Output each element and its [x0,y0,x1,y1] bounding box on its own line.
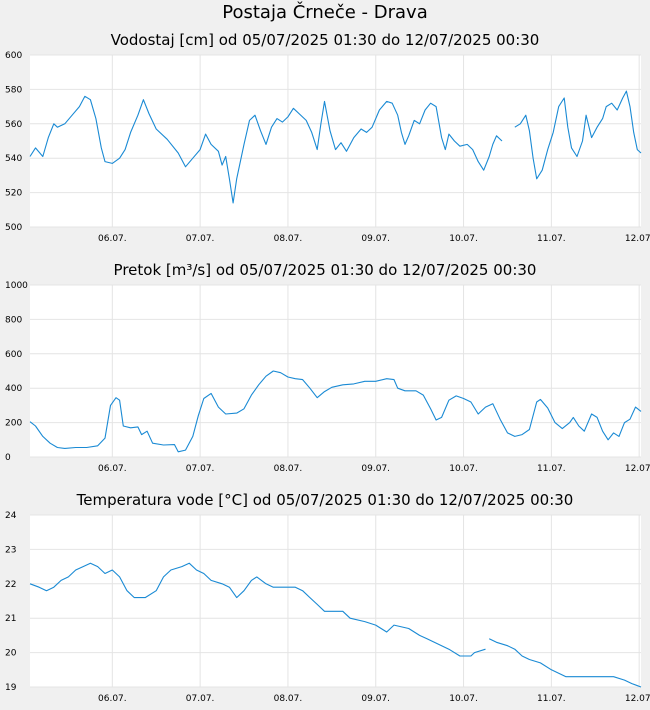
x-tick-label: 08.07. [274,694,303,704]
y-tick-label: 580 [5,85,22,95]
y-tick-label: 20 [5,649,17,659]
y-tick-label: 200 [5,419,22,429]
y-tick-label: 800 [5,315,22,325]
y-tick-label: 1000 [5,281,28,291]
y-tick-label: 560 [5,120,22,130]
y-tick-label: 500 [5,223,22,233]
chart-3-series-line [488,638,642,688]
chart-1-title: Vodostaj [cm] od 05/07/2025 01:30 do 12/… [111,31,540,49]
y-tick-label: 600 [5,350,22,360]
x-tick-label: 10.07. [449,694,478,704]
x-tick-label: 11.07. [537,234,566,244]
chart-1-plot-area [30,55,641,227]
x-tick-label: 06.07. [98,464,127,474]
y-tick-label: 400 [5,384,22,394]
x-tick-label: 07.07. [186,464,215,474]
x-tick-label: 06.07. [98,694,127,704]
x-tick-label: 09.07. [361,464,390,474]
chart-3-plot-area [30,515,641,687]
x-tick-label: 07.07. [186,234,215,244]
y-tick-label: 23 [5,545,16,555]
x-tick-label: 07.07. [186,694,215,704]
x-tick-label: 12.07. [625,694,650,704]
chart-3-title: Temperatura vode [°C] od 05/07/2025 01:3… [76,491,574,509]
y-tick-label: 21 [5,614,16,624]
x-tick-label: 10.07. [449,234,478,244]
x-tick-label: 08.07. [274,234,303,244]
y-tick-label: 19 [5,683,17,693]
x-tick-label: 09.07. [361,234,390,244]
x-tick-label: 11.07. [537,694,566,704]
y-tick-label: 0 [5,453,11,463]
x-tick-label: 10.07. [449,464,478,474]
y-tick-label: 24 [5,511,17,521]
chart-2-series-line [29,370,642,453]
y-tick-label: 520 [5,189,22,199]
y-tick-label: 540 [5,154,22,164]
page-title: Postaja Črneče - Drava [222,2,428,23]
chart-3-series-line [29,562,486,657]
x-tick-label: 12.07. [625,464,650,474]
y-tick-label: 22 [5,580,16,590]
chart-1-series-line [29,95,503,204]
x-tick-label: 06.07. [98,234,127,244]
chart-2-title: Pretok [m³/s] od 05/07/2025 01:30 do 12/… [114,261,537,279]
x-tick-label: 09.07. [361,694,390,704]
x-tick-label: 08.07. [274,464,303,474]
x-tick-label: 12.07. [625,234,650,244]
chart-2-plot-area [30,285,641,457]
chart-1-series-line [514,90,642,180]
x-tick-label: 11.07. [537,464,566,474]
y-tick-label: 600 [5,51,22,61]
